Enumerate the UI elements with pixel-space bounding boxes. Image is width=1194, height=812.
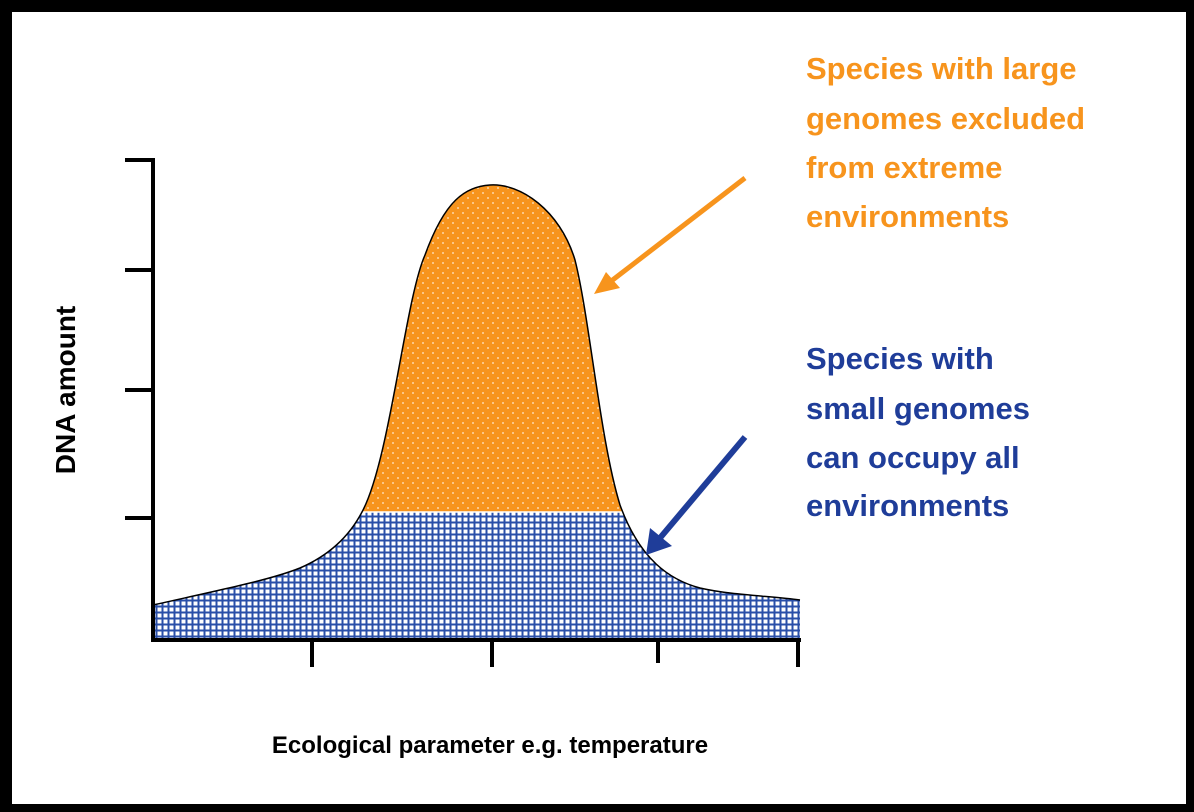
annotation-line: environments	[806, 488, 1009, 523]
annotation-line: Species with large	[806, 51, 1077, 86]
annotation-line: environments	[806, 199, 1009, 234]
x-axis-label: Ecological parameter e.g. temperature	[272, 732, 708, 759]
orange-arrow-shaft	[608, 176, 747, 284]
annotation-line: can occupy all	[806, 440, 1020, 475]
blue-arrow-head	[646, 528, 672, 555]
annotation-line: Species with	[806, 341, 994, 376]
axes	[125, 158, 801, 667]
annotation-line: genomes excluded	[806, 101, 1085, 136]
y-axis-label: DNA amount	[50, 306, 81, 475]
curve	[152, 184, 801, 606]
annotation-line: from extreme	[806, 150, 1002, 185]
annotation-line: small genomes	[806, 391, 1030, 426]
blue-arrow-shaft	[657, 435, 748, 540]
orange-arrow-head	[594, 272, 620, 294]
